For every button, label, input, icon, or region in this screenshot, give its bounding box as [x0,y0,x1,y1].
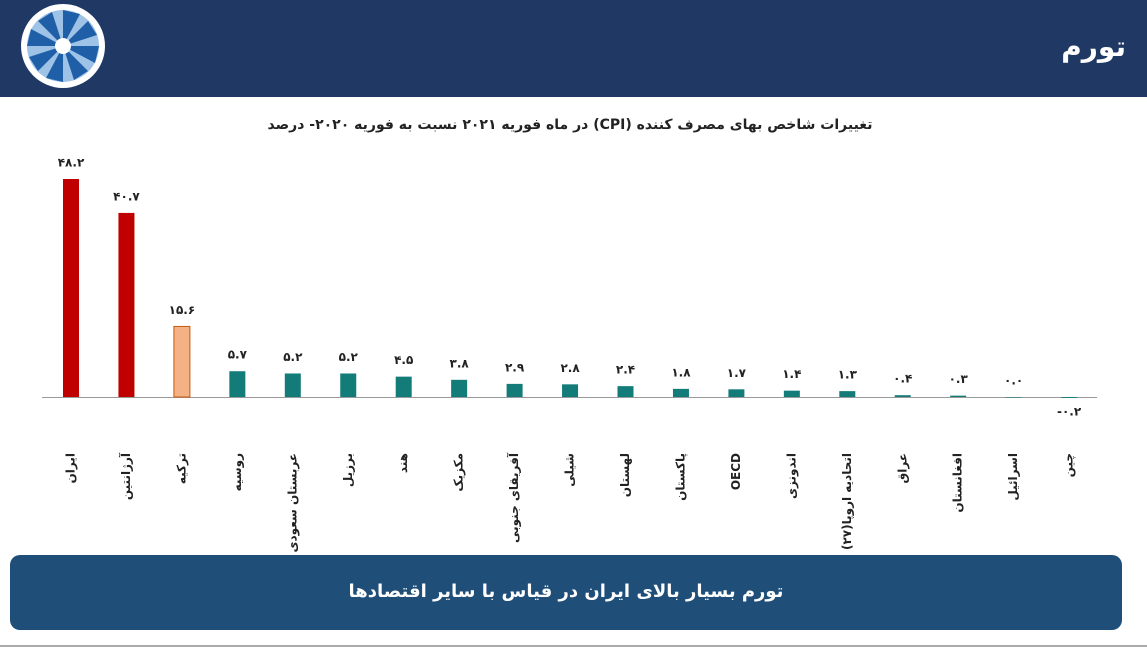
header-band [0,0,1147,97]
bar [63,179,79,397]
x-tick-label: اتحادیه اروپا(۲۷) [840,453,855,550]
x-tick-label: عراق [895,453,909,484]
footer-text: تورم بسیار بالای ایران در قیاس با سایر ا… [349,581,784,602]
bar [340,373,357,397]
value-label: ۴۸.۲ [58,156,85,170]
value-label: ۵.۷ [228,348,248,362]
value-label: -۰.۲ [1057,405,1082,419]
bar [173,325,191,398]
x-tick-label: افغانستان [951,453,965,513]
bar [118,212,135,397]
value-label: ۲.۴ [616,363,635,377]
bar [950,395,967,397]
x-tick-label: چین [1062,453,1076,477]
logo [21,4,105,88]
x-tick-label: شیلی [563,453,577,487]
x-tick-label: لهستان [618,453,632,497]
bar [617,386,634,397]
bar [284,373,301,397]
bar [894,395,911,397]
header-title: تورم [1061,30,1126,63]
bar [672,388,689,397]
bar [395,376,412,397]
bar [229,371,246,397]
bar [783,390,800,397]
value-label: ۱.۸ [671,365,691,379]
x-tick-label: آفریقای جنوبی [506,452,522,543]
bar [728,389,745,397]
bar [839,391,856,397]
footer-box [10,555,1122,630]
value-label: ۱۵.۶ [169,303,196,317]
bar [1005,397,1022,398]
value-label: ۵.۲ [283,350,303,364]
x-tick-label: اندونزی [784,453,799,499]
chart-title: تغییرات شاخص بهای مصرف کننده (CPI) در ما… [268,117,873,133]
value-label: ۴۰.۷ [113,189,140,203]
x-tick-label: مکزیک [452,453,466,492]
x-tick-label: هند [396,453,410,473]
bar [562,384,579,397]
bar [1061,397,1078,398]
value-label: ۱.۴ [782,367,801,381]
value-label: ۳.۸ [450,356,470,370]
x-tick-label: پاکستان [673,453,687,501]
value-label: ۰.۴ [893,372,912,386]
x-tick-label: اسرائیل [1006,453,1020,501]
x-tick-label: OECD [729,453,743,490]
bar [506,383,523,397]
value-label: ۲.۸ [560,361,580,375]
value-label: ۱.۳ [838,368,858,382]
bar [451,379,468,397]
value-label: ۰.۳ [949,372,969,386]
x-tick-label: عربستان سعودی [285,453,300,552]
value-label: ۴.۵ [394,353,413,367]
x-tick-label: ایران [64,453,78,483]
x-tick-label: برزیل [341,453,355,487]
x-tick-label: ترکیه [174,453,188,484]
value-label: ۲.۹ [505,360,525,374]
value-label: ۰.۰ [1004,374,1023,388]
value-label: ۵.۲ [339,350,359,364]
value-label: ۱.۷ [727,366,747,380]
x-tick-label: آرژانتین [118,452,133,500]
x-tick-label: روسیه [230,453,245,491]
